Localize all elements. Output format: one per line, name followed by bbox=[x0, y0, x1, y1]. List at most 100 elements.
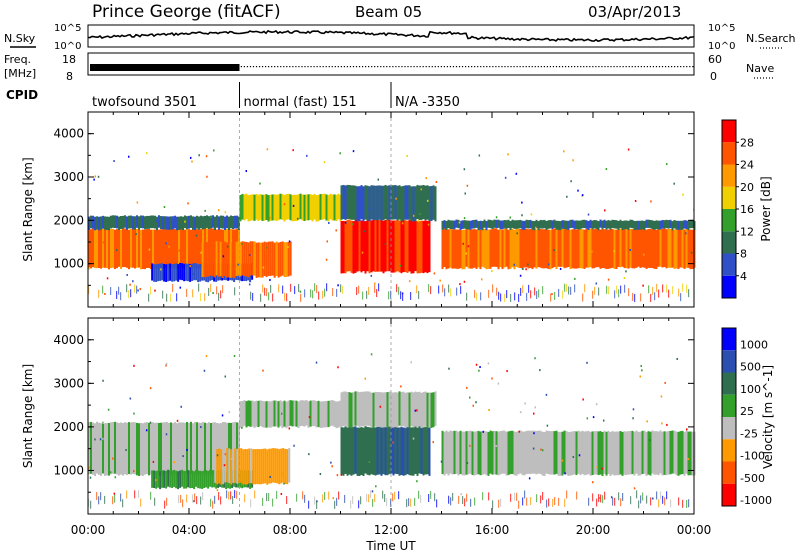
power-cell bbox=[229, 242, 232, 278]
velocity-cell bbox=[258, 449, 261, 485]
power-speck bbox=[210, 216, 212, 219]
power-cell bbox=[170, 228, 172, 268]
freq-dot bbox=[304, 66, 306, 68]
velocity-clutter bbox=[588, 497, 590, 506]
velocity-clutter bbox=[98, 496, 100, 505]
velocity-cell bbox=[378, 426, 381, 475]
velocity-clutter bbox=[618, 492, 620, 501]
velocity-clutter bbox=[492, 500, 494, 509]
power-cell bbox=[94, 216, 96, 231]
velocity-clutter bbox=[660, 491, 662, 500]
power-cell bbox=[364, 185, 367, 220]
power-cell bbox=[234, 215, 236, 229]
velocity-cell bbox=[266, 449, 269, 485]
power-speck bbox=[178, 249, 181, 252]
velocity-speck bbox=[518, 430, 521, 433]
power-cell bbox=[543, 229, 546, 269]
velocity-cell bbox=[325, 400, 328, 428]
freq-label-2: [MHz] bbox=[4, 67, 36, 80]
velocity-cell bbox=[443, 431, 446, 476]
power-cell bbox=[639, 220, 642, 230]
power-cell bbox=[160, 229, 162, 269]
velocity-clutter bbox=[196, 496, 198, 505]
power-cell bbox=[689, 219, 692, 229]
power-clutter bbox=[342, 285, 344, 294]
velocity-cell bbox=[420, 426, 423, 474]
velocity-cell bbox=[410, 391, 413, 427]
power-cell bbox=[483, 228, 486, 268]
power-cell bbox=[445, 229, 448, 270]
power-speck bbox=[519, 274, 522, 277]
power-speck bbox=[462, 242, 465, 245]
power-speck bbox=[463, 280, 466, 283]
velocity-speck bbox=[280, 424, 282, 427]
power-cell bbox=[211, 241, 214, 276]
velocity-speck bbox=[586, 417, 589, 420]
power-cell bbox=[271, 241, 274, 276]
power-speck bbox=[328, 222, 330, 225]
velocity-cell bbox=[414, 391, 417, 427]
power-speck bbox=[94, 175, 97, 178]
velocity-clutter bbox=[646, 495, 648, 504]
power-clutter bbox=[130, 289, 132, 298]
velocity-speck bbox=[149, 387, 152, 390]
velocity-clutter bbox=[516, 492, 518, 501]
velocity-cell bbox=[372, 426, 375, 475]
velocity-cell bbox=[410, 427, 413, 476]
power-clutter bbox=[134, 284, 136, 293]
velocity-cell bbox=[329, 400, 332, 427]
freq-dot bbox=[652, 66, 655, 68]
power-speck bbox=[650, 200, 652, 203]
power-cell bbox=[402, 185, 405, 221]
power-cell bbox=[461, 220, 464, 230]
velocity-cell bbox=[358, 392, 361, 427]
power-cell bbox=[182, 229, 184, 269]
velocity-cell bbox=[563, 430, 566, 474]
power-cell bbox=[443, 228, 446, 268]
power-colorbar-cell bbox=[722, 253, 736, 276]
power-clutter bbox=[118, 286, 120, 295]
power-cell bbox=[313, 193, 316, 220]
velocity-speck bbox=[112, 457, 114, 460]
power-cell bbox=[428, 186, 431, 222]
power-cell bbox=[154, 229, 156, 269]
power-cell bbox=[88, 229, 90, 270]
power-clutter bbox=[668, 289, 670, 298]
power-speck bbox=[292, 204, 295, 207]
power-cell bbox=[112, 228, 114, 268]
power-cell bbox=[142, 215, 144, 229]
power-cell bbox=[194, 229, 196, 270]
freq-dot bbox=[613, 66, 615, 68]
velocity-cell bbox=[216, 449, 219, 485]
velocity-cell bbox=[372, 392, 375, 428]
power-cell bbox=[241, 193, 244, 220]
freq-dot bbox=[671, 66, 673, 68]
power-clutter bbox=[594, 286, 596, 295]
freq-dot bbox=[625, 66, 627, 68]
power-clutter bbox=[566, 283, 568, 292]
velocity-cell bbox=[392, 392, 395, 428]
power-speck bbox=[384, 242, 387, 245]
power-cell bbox=[589, 219, 592, 229]
power-cell bbox=[261, 194, 264, 222]
velocity-clutter bbox=[276, 490, 278, 499]
velocity-cell bbox=[653, 431, 656, 475]
velocity-cell bbox=[340, 392, 343, 428]
power-cell bbox=[235, 241, 238, 277]
power-cell bbox=[358, 219, 361, 272]
velocity-clutter bbox=[180, 494, 182, 503]
nsky-label: N.Sky bbox=[4, 32, 36, 45]
power-cell bbox=[285, 194, 288, 220]
power-cell bbox=[188, 229, 190, 269]
power-clutter bbox=[538, 289, 540, 298]
freq-dot bbox=[589, 66, 591, 68]
velocity-cell bbox=[144, 422, 146, 475]
velocity-clutter bbox=[114, 494, 116, 503]
freq-dot bbox=[404, 66, 406, 68]
power-colorbar-label: 12 bbox=[740, 225, 754, 238]
power-cell bbox=[555, 220, 558, 230]
freq-dot bbox=[510, 66, 512, 68]
power-cell bbox=[396, 185, 399, 221]
power-cell bbox=[398, 220, 401, 273]
velocity-clutter bbox=[382, 490, 384, 499]
